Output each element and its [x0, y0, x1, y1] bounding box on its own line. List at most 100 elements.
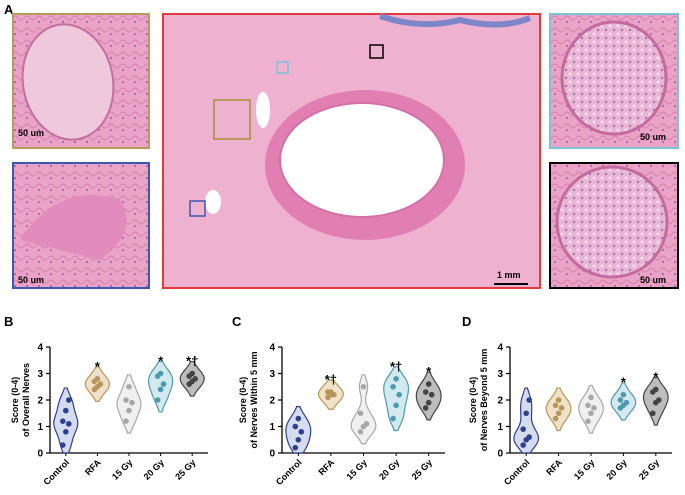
data-point: [157, 370, 164, 377]
significance-label: *†: [186, 354, 198, 369]
data-point: [620, 391, 627, 398]
data-point: [428, 391, 435, 398]
y-tick-label: 4: [269, 343, 275, 354]
scale-bar-label: 50 um: [640, 275, 666, 285]
y-tick-label: 4: [497, 343, 503, 354]
significance-label: *: [621, 375, 627, 390]
significance-label: *†: [325, 372, 337, 387]
data-point: [63, 429, 69, 435]
data-point: [623, 399, 630, 406]
data-point: [295, 436, 302, 443]
x-tick-label: 20 Gy: [377, 457, 401, 481]
x-tick-label: Control: [502, 457, 532, 487]
x-tick-label: 25 Gy: [637, 457, 661, 481]
data-point: [653, 386, 659, 393]
significance-label: *: [653, 369, 659, 384]
data-point: [97, 381, 104, 387]
data-point: [129, 399, 135, 406]
y-axis-label: of Overall Nerves: [21, 363, 31, 437]
x-tick-label: 25 Gy: [173, 457, 197, 481]
data-point: [588, 410, 594, 417]
violin: [578, 384, 604, 434]
data-point: [66, 421, 72, 427]
scale-bar-label: 50 um: [18, 128, 44, 138]
data-point: [292, 423, 299, 430]
data-point: [526, 434, 532, 440]
data-point: [357, 410, 364, 417]
data-point: [393, 402, 399, 409]
x-tick-label: 25 Gy: [410, 457, 434, 481]
data-point: [523, 410, 529, 417]
data-point: [123, 418, 129, 425]
x-tick-label: Control: [42, 457, 72, 487]
violin: [513, 387, 540, 454]
y-axis-label: of Nerves Beyond 5 mm: [479, 349, 489, 452]
x-tick-label: RFA: [83, 457, 103, 477]
violin: [415, 371, 442, 421]
data-point: [585, 418, 591, 425]
scale-bar-label: 50 um: [640, 132, 666, 142]
y-tick-label: 3: [269, 369, 275, 380]
x-tick-label: Control: [274, 457, 304, 487]
data-point: [422, 389, 429, 395]
x-tick-label: RFA: [544, 457, 564, 477]
data-point: [552, 402, 559, 409]
data-point: [390, 415, 396, 422]
x-tick-label: 20 Gy: [142, 457, 166, 481]
panel-label: B: [4, 314, 13, 329]
data-point: [390, 383, 396, 390]
data-point: [60, 442, 66, 448]
histology-image: 50 um: [12, 13, 150, 149]
y-tick-label: 0: [269, 449, 275, 460]
data-point: [552, 415, 559, 422]
violin: [285, 406, 312, 454]
data-point: [160, 381, 167, 387]
data-point: [298, 429, 305, 435]
data-point: [63, 407, 69, 414]
data-point: [396, 391, 402, 398]
data-point: [66, 397, 72, 403]
y-tick-label: 1: [37, 422, 43, 433]
data-point: [94, 376, 101, 382]
histology-image: 1 mm: [162, 13, 541, 289]
y-tick-label: 4: [37, 343, 43, 354]
y-tick-label: 0: [497, 449, 503, 460]
data-point: [60, 418, 66, 425]
data-point: [591, 405, 597, 411]
data-point: [189, 370, 195, 377]
panel-label: D: [462, 314, 471, 329]
data-point: [558, 405, 565, 411]
data-point: [154, 397, 161, 403]
data-point: [422, 405, 429, 411]
panel-label: C: [232, 314, 242, 329]
data-point: [520, 442, 526, 448]
data-point: [292, 444, 299, 451]
panel-label: A: [4, 2, 14, 17]
violin: [53, 387, 79, 454]
y-tick-label: 2: [37, 396, 43, 407]
scale-bar-label: 50 um: [18, 275, 44, 285]
data-point: [555, 410, 562, 417]
significance-label: *: [158, 354, 164, 369]
y-tick-label: 0: [37, 449, 43, 460]
y-axis-label: of Nerves Within 5 mm: [249, 352, 259, 449]
data-point: [357, 429, 364, 435]
data-point: [425, 381, 432, 387]
significance-label: *: [426, 364, 432, 379]
y-tick-label: 3: [497, 369, 503, 380]
data-point: [520, 426, 526, 432]
violin: [350, 374, 377, 445]
x-tick-label: 15 Gy: [572, 457, 596, 481]
y-tick-label: 1: [497, 422, 503, 433]
x-tick-label: 15 Gy: [344, 457, 368, 481]
data-point: [363, 421, 370, 427]
data-point: [617, 397, 624, 403]
scale-bar-label: 1 mm: [497, 270, 521, 280]
violin: [383, 366, 410, 432]
violin: [545, 387, 572, 432]
y-tick-label: 2: [269, 396, 275, 407]
data-point: [123, 397, 129, 403]
y-axis-label: Score (0-4): [10, 377, 20, 424]
violin: [610, 382, 637, 421]
